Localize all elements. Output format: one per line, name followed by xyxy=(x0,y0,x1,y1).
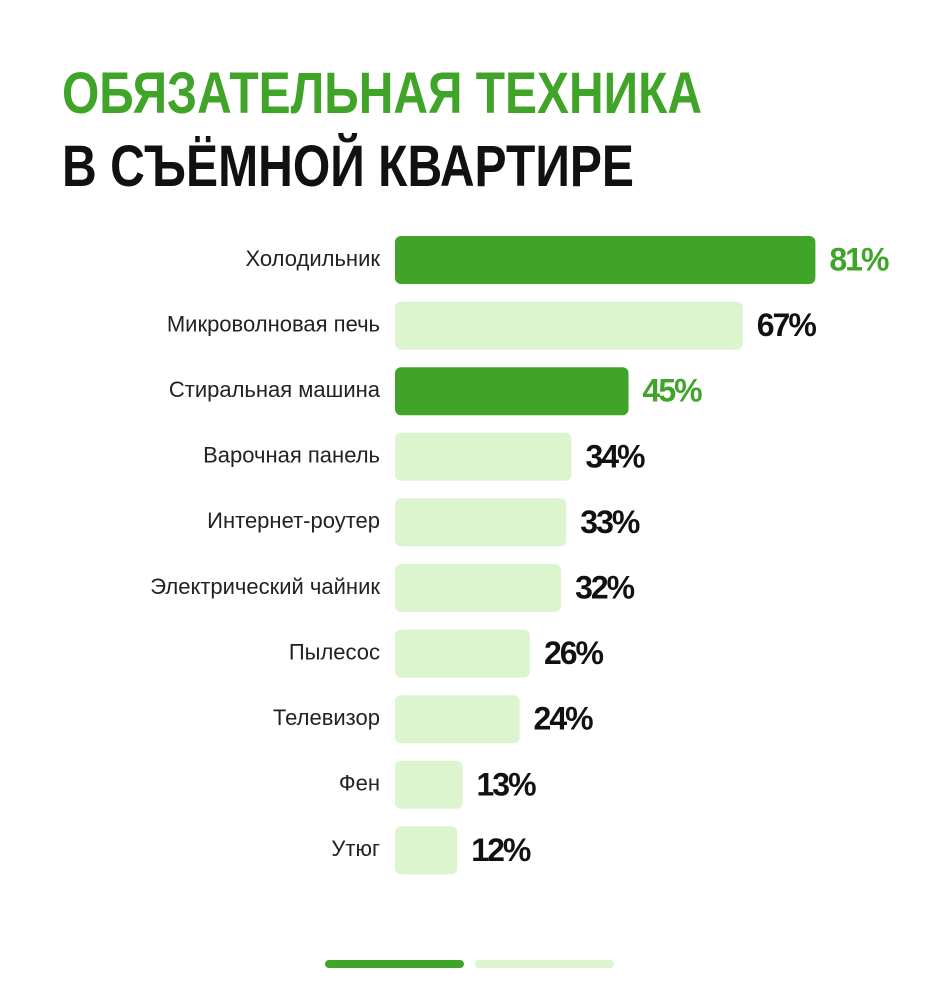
bar xyxy=(395,432,572,481)
bar xyxy=(395,564,562,612)
value-label: 13% xyxy=(476,766,536,802)
category-label: Интернет-роутер xyxy=(207,508,380,533)
category-label: Электрический чайник xyxy=(150,574,380,599)
value-label: 67% xyxy=(757,307,817,343)
value-label: 24% xyxy=(534,701,594,737)
value-label: 45% xyxy=(643,373,703,409)
chart-title: ОБЯЗАТЕЛЬНАЯ ТЕХНИКА xyxy=(62,61,702,126)
value-label: 33% xyxy=(580,504,640,540)
bar xyxy=(395,301,743,350)
bar xyxy=(395,695,520,744)
category-label: Холодильник xyxy=(245,246,380,271)
bar xyxy=(395,367,629,416)
bar xyxy=(395,826,458,875)
value-label: 34% xyxy=(585,438,645,474)
chart-subtitle: В СЪЁМНОЙ КВАРТИРЕ xyxy=(62,134,634,199)
category-label: Варочная панель xyxy=(203,443,380,468)
category-label: Телевизор xyxy=(273,705,380,730)
pager-inactive[interactable] xyxy=(475,960,614,968)
category-label: Пылесос xyxy=(289,639,380,664)
pager-active[interactable] xyxy=(325,960,464,968)
bar xyxy=(395,236,816,284)
value-label: 32% xyxy=(575,569,635,605)
category-label: Микроволновая печь xyxy=(167,311,380,336)
value-label: 81% xyxy=(829,241,889,277)
bar xyxy=(395,498,567,547)
bar xyxy=(395,760,463,809)
category-label: Стиральная машина xyxy=(169,377,381,402)
value-label: 26% xyxy=(544,635,604,671)
value-label: 12% xyxy=(471,832,531,868)
category-label: Утюг xyxy=(331,836,380,861)
category-label: Фен xyxy=(339,771,380,796)
bar xyxy=(395,629,530,678)
